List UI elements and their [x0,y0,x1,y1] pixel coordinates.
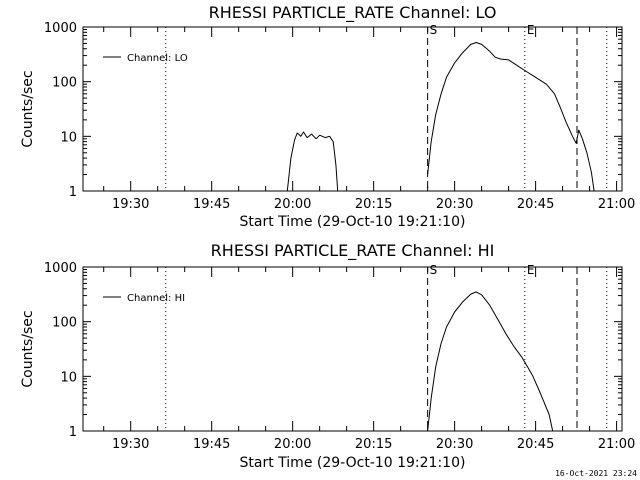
marker-label: S [430,263,438,277]
legend-label: Channel: LO [127,53,188,64]
series-line [286,131,339,192]
chart-panel-lo: RHESSI PARTICLE_RATE Channel: LO 1 10 100 10… [20,3,635,230]
marker-label: E [527,23,535,37]
x-tick-label: 20:45 [517,437,554,452]
chart-panel-hi: RHESSI PARTICLE_RATE Channel: HI 1 10 100 10… [20,241,635,471]
marker-label: E [527,263,535,277]
plot-frame [82,266,623,432]
footer-timestamp: 16-Oct-2021 23:24 [555,469,637,478]
x-tick-label: 19:45 [193,437,230,452]
legend-label: Channel: HI [127,293,185,304]
y-tick-label: 10 [60,130,77,145]
x-tick-label: 19:30 [112,437,149,452]
x-tick-label: 20:00 [274,437,311,452]
x-tick-label: 20:15 [355,197,392,212]
series-line [427,291,554,432]
x-tick-label: 20:45 [517,197,554,212]
x-tick-label: 19:45 [193,197,230,212]
y-tick-label: 1000 [44,21,77,36]
y-tick-label: 1 [69,425,77,440]
x-axis-label: Start Time (29-Oct-10 19:21:10) [240,455,466,471]
y-tick-label: 1 [69,185,77,200]
x-tick-label: 19:30 [112,197,149,212]
y-tick-label: 10 [60,370,77,385]
chart-title: RHESSI PARTICLE_RATE Channel: LO [209,3,497,23]
x-tick-label: 20:15 [355,437,392,452]
y-tick-label: 100 [52,316,77,331]
x-tick-label: 20:00 [274,197,311,212]
x-axis-label: Start Time (29-Oct-10 19:21:10) [240,214,466,230]
x-tick-label: 21:00 [598,197,635,212]
plot-frame [82,26,623,192]
series-line [427,42,595,192]
y-tick-label: 100 [52,76,77,91]
chart-title: RHESSI PARTICLE_RATE Channel: HI [211,241,495,261]
marker-label: S [430,23,438,37]
y-axis-label: Counts/sec [20,310,36,387]
y-axis-label: Counts/sec [20,70,36,147]
x-tick-label: 21:00 [598,437,635,452]
y-tick-label: 1000 [44,261,77,276]
x-tick-label: 20:30 [436,437,473,452]
x-tick-label: 20:30 [436,197,473,212]
